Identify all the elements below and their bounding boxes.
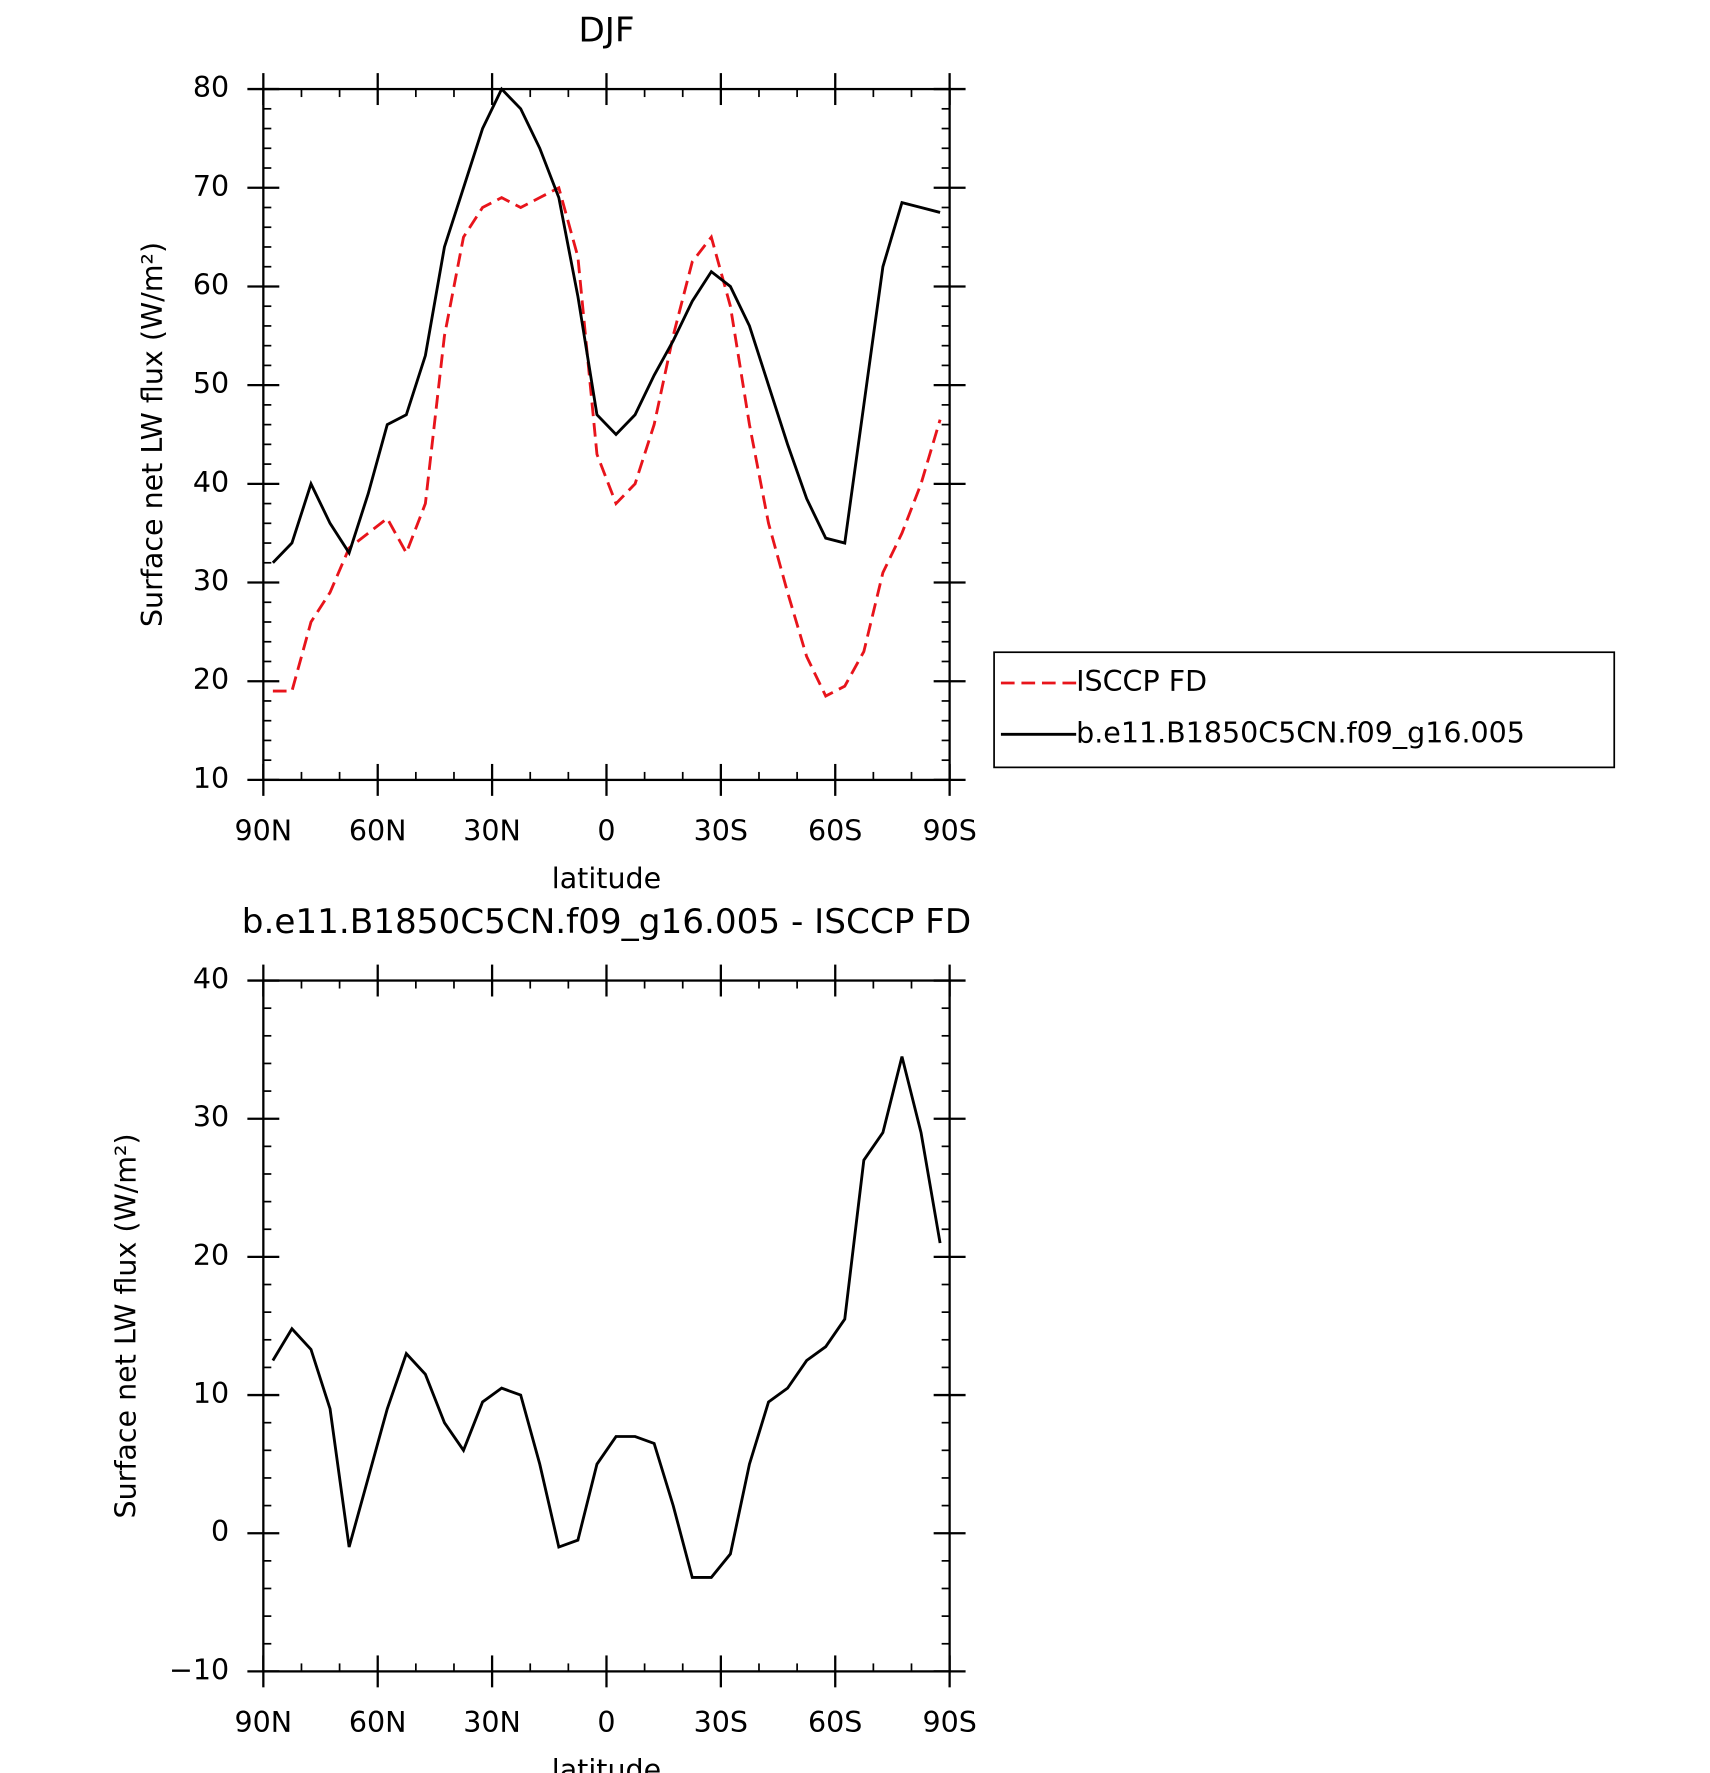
x-tick-label: 90N — [235, 1706, 293, 1739]
y-tick-label: 20 — [193, 663, 229, 696]
plot-frame — [262, 87, 951, 782]
x-tick-label: 30S — [694, 1706, 748, 1739]
series-line — [271, 1056, 942, 1579]
series-line — [271, 86, 941, 564]
chart-title: b.e11.B1850C5CN.f09_g16.005 - ISCCP FD — [242, 902, 971, 942]
y-tick-label: 40 — [193, 466, 229, 499]
x-tick-label: 90N — [235, 814, 293, 847]
chart-title: DJF — [578, 11, 634, 51]
legend-label: ISCCP FD — [1076, 665, 1207, 698]
legend-label: b.e11.B1850C5CN.f09_g16.005 — [1076, 716, 1525, 749]
x-tick-label: 30S — [694, 814, 748, 847]
x-tick-label: 0 — [597, 814, 615, 847]
x-axis-label: latitude — [552, 1754, 661, 1773]
y-tick-label: 10 — [193, 762, 229, 795]
y-axis-label: Surface net LW flux (W/m²) — [110, 1133, 143, 1518]
x-tick-label: 60S — [808, 1706, 862, 1739]
y-tick-label: 50 — [193, 367, 229, 400]
x-tick-label: 60N — [349, 814, 407, 847]
series-line — [272, 185, 942, 698]
y-tick-label: −10 — [169, 1653, 229, 1686]
y-tick-label: 40 — [193, 963, 229, 996]
y-tick-label: 80 — [193, 71, 229, 104]
y-tick-label: 30 — [193, 565, 229, 598]
x-tick-label: 90S — [922, 814, 976, 847]
y-tick-label: 0 — [211, 1515, 229, 1548]
y-axis-label: Surface net LW flux (W/m²) — [136, 242, 169, 627]
x-tick-label: 60S — [808, 814, 862, 847]
y-tick-label: 70 — [193, 170, 229, 203]
y-tick-label: 30 — [193, 1101, 229, 1134]
x-tick-label: 0 — [597, 1706, 615, 1739]
y-tick-label: 60 — [193, 268, 229, 301]
x-axis-label: latitude — [552, 862, 661, 895]
legend-box — [993, 651, 1616, 769]
x-tick-label: 60N — [349, 1706, 407, 1739]
x-tick-label: 90S — [922, 1706, 976, 1739]
y-tick-label: 10 — [193, 1377, 229, 1410]
x-tick-label: 30N — [463, 814, 521, 847]
plot-frame — [262, 979, 951, 1673]
y-tick-label: 20 — [193, 1239, 229, 1272]
x-tick-label: 30N — [463, 1706, 521, 1739]
